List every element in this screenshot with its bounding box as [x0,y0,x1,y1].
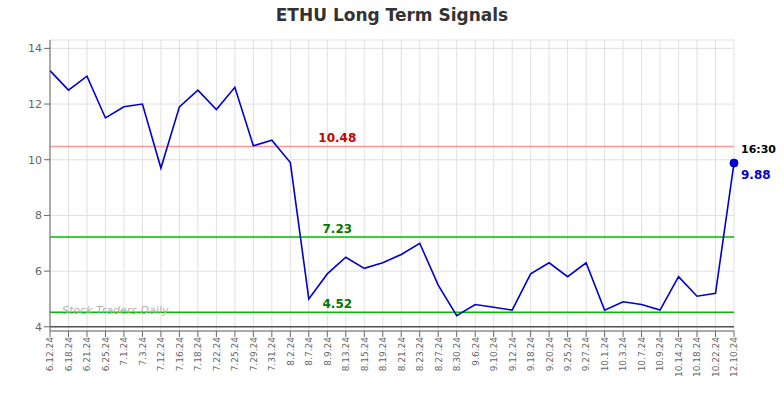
svg-text:8: 8 [35,209,42,222]
svg-text:7.18.24: 7.18.24 [193,337,203,372]
svg-text:7.12.24: 7.12.24 [156,337,166,372]
svg-text:9.25.24: 9.25.24 [563,337,573,372]
svg-text:4.52: 4.52 [322,297,352,311]
svg-text:10: 10 [28,154,42,167]
svg-text:8.7.24: 8.7.24 [304,337,314,366]
svg-text:16:30: 16:30 [741,143,776,156]
svg-text:10.3.24: 10.3.24 [618,337,628,372]
svg-text:12: 12 [28,98,42,111]
svg-text:7.25.24: 7.25.24 [230,337,240,372]
svg-text:8.23.24: 8.23.24 [415,337,425,372]
svg-text:8.27.24: 8.27.24 [434,337,444,372]
svg-text:7.1.24: 7.1.24 [119,337,129,366]
svg-text:10.18.24: 10.18.24 [692,337,702,377]
svg-text:9.27.24: 9.27.24 [581,337,591,372]
svg-text:14: 14 [28,42,42,55]
html-text:Stock Traders Daily: Stock Traders Daily [62,304,169,317]
svg-text:10.14.24: 10.14.24 [674,337,684,377]
svg-text:10.9.24: 10.9.24 [655,337,665,372]
svg-text:6: 6 [35,265,42,278]
svg-text:6.18.24: 6.18.24 [64,337,74,372]
svg-text:7.29.24: 7.29.24 [249,337,259,372]
svg-text:8.9.24: 8.9.24 [323,337,333,366]
svg-text:10.48: 10.48 [318,131,356,145]
svg-text:10.1.24: 10.1.24 [600,337,610,372]
svg-text:6.12.24: 6.12.24 [45,337,55,372]
svg-text:8.21.24: 8.21.24 [397,337,407,372]
svg-text:4: 4 [35,321,42,334]
svg-text:12.10.24: 12.10.24 [729,337,739,377]
svg-text:10.7.24: 10.7.24 [637,337,647,372]
html-text:ETHU Long Term Signals: ETHU Long Term Signals [275,5,509,25]
svg-text:9.18.24: 9.18.24 [526,337,536,372]
svg-text:10.22.24: 10.22.24 [711,337,721,377]
svg-text:8.2.24: 8.2.24 [286,337,296,366]
svg-text:8.30.24: 8.30.24 [452,337,462,372]
svg-text:6.25.24: 6.25.24 [101,337,111,372]
svg-text:9.6.24: 9.6.24 [471,337,481,366]
svg-text:8.19.24: 8.19.24 [378,337,388,372]
svg-text:7.16.24: 7.16.24 [175,337,185,372]
svg-text:7.23: 7.23 [322,222,352,236]
svg-text:6.21.24: 6.21.24 [82,337,92,372]
svg-text:9.10.24: 9.10.24 [489,337,499,372]
svg-text:9.12.24: 9.12.24 [508,337,518,372]
svg-text:7.22.24: 7.22.24 [212,337,222,372]
svg-text:8.13.24: 8.13.24 [341,337,351,372]
svg-text:7.3.24: 7.3.24 [138,337,148,366]
svg-text:8.15.24: 8.15.24 [360,337,370,372]
svg-text:7.31.24: 7.31.24 [267,337,277,372]
svg-text:9.20.24: 9.20.24 [545,337,555,372]
svg-text:9.88: 9.88 [741,168,771,182]
